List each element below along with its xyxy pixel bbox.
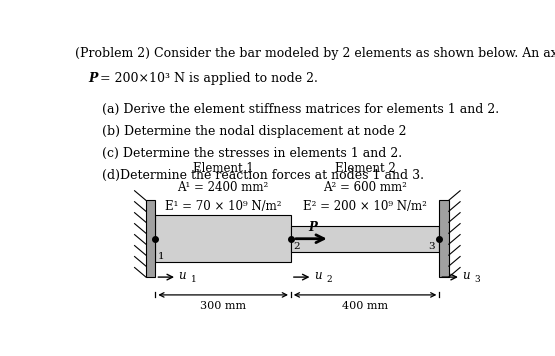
Text: u: u: [314, 269, 322, 283]
Text: Element 1: Element 1: [193, 162, 254, 176]
Text: P: P: [308, 221, 317, 234]
Bar: [155, 215, 291, 262]
Text: 300 mm: 300 mm: [200, 301, 246, 311]
Text: (b) Determine the nodal displacement at node 2: (b) Determine the nodal displacement at …: [102, 125, 406, 138]
Text: 1: 1: [191, 275, 196, 284]
Text: (a) Derive the element stiffness matrices for elements 1 and 2.: (a) Derive the element stiffness matrice…: [102, 103, 499, 116]
Text: (Problem 2) Consider the bar modeled by 2 elements as shown below. An axial load: (Problem 2) Consider the bar modeled by …: [74, 47, 555, 60]
Text: u: u: [179, 269, 186, 283]
Text: = 200×10³ N is applied to node 2.: = 200×10³ N is applied to node 2.: [97, 72, 319, 84]
Text: u: u: [462, 269, 470, 283]
Text: 2: 2: [326, 275, 332, 284]
Text: 2: 2: [293, 241, 300, 251]
Text: (d)Determine the reaction forces at nodes 1 and 3.: (d)Determine the reaction forces at node…: [102, 169, 423, 182]
Text: E¹ = 70 × 10⁹ N/m²: E¹ = 70 × 10⁹ N/m²: [165, 200, 281, 213]
Text: (c) Determine the stresses in elements 1 and 2.: (c) Determine the stresses in elements 1…: [102, 147, 402, 160]
Bar: [291, 226, 440, 252]
Bar: [146, 200, 155, 277]
Text: A¹ = 2400 mm²: A¹ = 2400 mm²: [178, 181, 269, 194]
Text: 1: 1: [158, 252, 165, 261]
Bar: [440, 200, 449, 277]
Text: 400 mm: 400 mm: [342, 301, 388, 311]
Text: 3: 3: [475, 275, 480, 284]
Text: Element 2: Element 2: [335, 162, 396, 176]
Text: 3: 3: [428, 241, 435, 251]
Text: E² = 200 × 10⁹ N/m²: E² = 200 × 10⁹ N/m²: [303, 200, 427, 213]
Text: A² = 600 mm²: A² = 600 mm²: [323, 181, 407, 194]
Text: P: P: [89, 72, 98, 84]
